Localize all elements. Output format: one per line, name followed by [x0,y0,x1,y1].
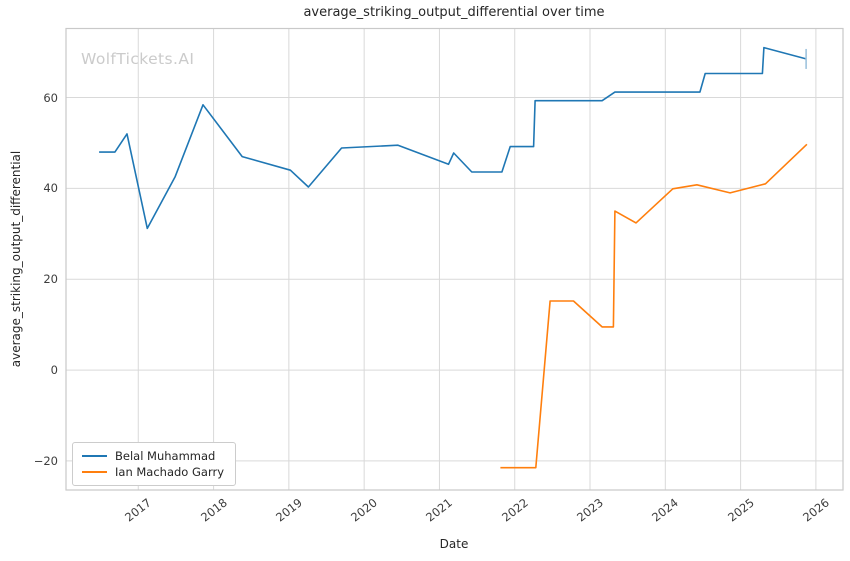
legend-label: Ian Machado Garry [115,465,225,479]
y-tick-label-60: 60 [43,90,58,105]
watermark: WolfTickets.AI [81,50,195,68]
y-tick-label-20: 20 [43,272,58,287]
legend-item-ian-machado-garry: Ian Machado Garry [82,464,224,480]
legend-item-belal-muhammad: Belal Muhammad [82,448,224,464]
axes-spine [65,27,844,491]
y-tick-label--20: −20 [33,453,58,468]
legend-line-swatch [82,471,107,473]
legend: Belal Muhammad Ian Machado Garry [72,442,237,486]
x-axis-label: Date [439,537,469,551]
series-line-ian-machado-garry [500,143,808,469]
y-tick-label-0: 0 [50,363,58,378]
y-tick-label-40: 40 [43,181,58,196]
series-line-belal-muhammad [99,46,807,230]
legend-label: Belal Muhammad [115,449,216,463]
chart-title: average_striking_output_differential ove… [303,5,605,20]
legend-line-swatch [82,455,107,457]
